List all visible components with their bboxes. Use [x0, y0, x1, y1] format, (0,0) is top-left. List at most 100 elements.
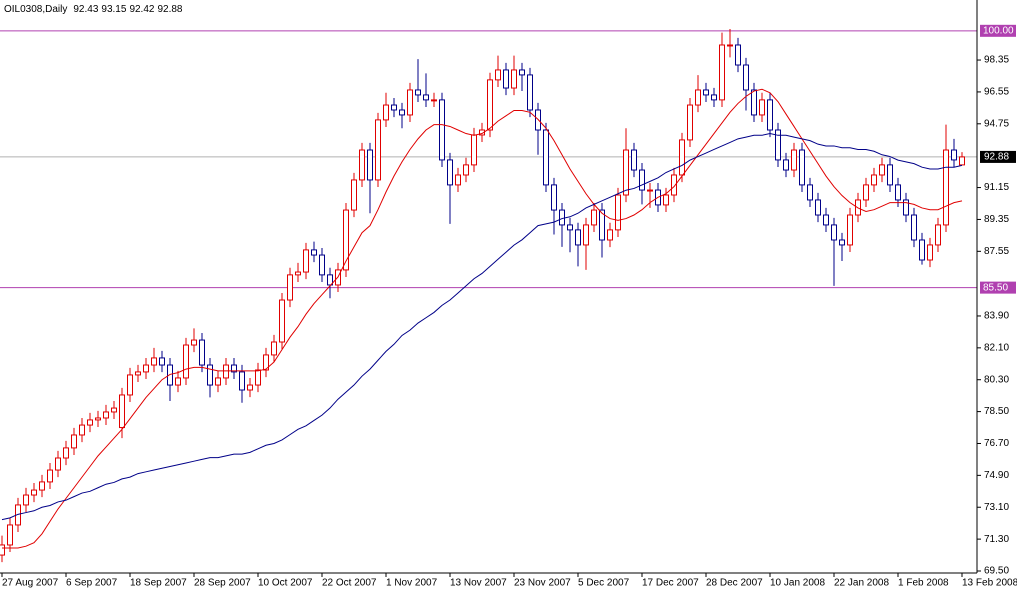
x-tick-label: 28 Dec 2007: [706, 578, 763, 589]
candle-body: [767, 99, 773, 131]
x-tick-label: 22 Jan 2008: [834, 578, 889, 589]
candle-body: [247, 384, 253, 391]
candle-body: [0, 544, 5, 556]
candle-body: [919, 239, 925, 261]
y-tick-label: 73.10: [984, 502, 1009, 513]
candle-body: [623, 149, 629, 196]
x-tick-label: 1 Nov 2007: [386, 578, 438, 589]
candle-body: [743, 64, 749, 91]
candle-body: [551, 184, 557, 211]
candle-body: [751, 89, 757, 116]
x-tick-label: 5 Dec 2007: [578, 578, 630, 589]
x-tick-label: 10 Jan 2008: [770, 578, 825, 589]
candle-body: [415, 89, 421, 96]
candle-body: [711, 94, 717, 101]
candle-body: [295, 271, 301, 276]
x-tick-label: 23 Nov 2007: [514, 578, 571, 589]
candle-body: [647, 189, 653, 192]
candle-body: [863, 184, 869, 201]
candle-body: [935, 224, 941, 246]
candle-body: [359, 149, 365, 181]
header-open: 92.43: [73, 4, 98, 15]
candle-body: [431, 99, 437, 102]
candle-body: [791, 149, 797, 171]
candle-body: [719, 44, 725, 101]
candle-body: [303, 249, 309, 273]
y-tick-label: 91.15: [984, 182, 1009, 193]
candle-body: [591, 209, 597, 226]
x-tick-label: 6 Sep 2007: [66, 578, 118, 589]
candle-body: [927, 244, 933, 261]
y-tick-label: 82.10: [984, 342, 1009, 353]
candle-body: [687, 104, 693, 141]
candle-body: [447, 159, 453, 186]
candle-body: [111, 407, 117, 413]
header-high: 93.15: [101, 4, 126, 15]
candle-body: [319, 254, 325, 276]
y-tick-label: 80.30: [984, 374, 1009, 385]
candle-body: [495, 69, 501, 81]
candle-body: [519, 69, 525, 76]
chart-title: OIL0308,Daily: [4, 4, 67, 15]
candle-body: [391, 104, 397, 111]
last-price-box: [980, 150, 1016, 163]
candle-body: [527, 74, 533, 111]
candle-body: [943, 149, 949, 226]
candle-body: [279, 299, 285, 343]
candle-body: [455, 174, 461, 186]
candle-body: [631, 149, 637, 171]
candle-body: [287, 274, 293, 301]
candle-body: [871, 174, 877, 186]
candle-body: [311, 249, 317, 256]
candle-body: [383, 104, 389, 121]
moving-average-line: [1, 133, 963, 521]
y-tick-label: 78.50: [984, 406, 1009, 417]
chart-header: OIL0308,Daily 92.43 93.15 92.42 92.88: [4, 4, 183, 15]
y-tick-label: 96.55: [984, 87, 1009, 98]
candle-body: [839, 239, 845, 246]
candle-body: [215, 377, 221, 386]
candle-body: [47, 469, 53, 483]
y-tick-label: 71.30: [984, 534, 1009, 545]
candle-body: [271, 341, 277, 356]
y-tick-label: 83.90: [984, 311, 1009, 322]
candle-body: [375, 119, 381, 181]
candle-body: [55, 457, 61, 471]
y-tick-label: 98.35: [984, 55, 1009, 66]
candle-body: [503, 69, 509, 89]
x-tick-label: 22 Oct 2007: [322, 578, 377, 589]
y-tick-label: 76.70: [984, 438, 1009, 449]
candle-body: [79, 424, 85, 436]
candle-body: [567, 224, 573, 231]
candle-body: [951, 149, 957, 161]
candle-body: [39, 481, 45, 491]
x-tick-label: 13 Feb 2008: [962, 578, 1017, 589]
y-tick-label: 69.50: [984, 566, 1009, 577]
x-tick-label: 18 Sep 2007: [130, 578, 187, 589]
candle-body: [71, 434, 77, 449]
x-tick-label: 13 Nov 2007: [450, 578, 507, 589]
candle-body: [255, 369, 261, 386]
x-tick-label: 17 Dec 2007: [642, 578, 699, 589]
candle-body: [159, 357, 165, 366]
header-close: 92.88: [157, 4, 182, 15]
candle-body: [135, 371, 141, 376]
candle-body: [727, 44, 733, 47]
candle-body: [439, 99, 445, 161]
candle-body: [903, 199, 909, 216]
candle-body: [823, 214, 829, 226]
candle-body: [167, 364, 173, 386]
candle-body: [615, 194, 621, 231]
candle-body: [263, 354, 269, 371]
candle-body: [87, 419, 93, 426]
candle-body: [703, 89, 709, 96]
candle-body: [407, 89, 413, 116]
candle-body: [63, 447, 69, 459]
candle-body: [175, 377, 181, 386]
candle-body: [183, 344, 189, 379]
candle-body: [879, 164, 885, 176]
candle-body: [815, 199, 821, 216]
